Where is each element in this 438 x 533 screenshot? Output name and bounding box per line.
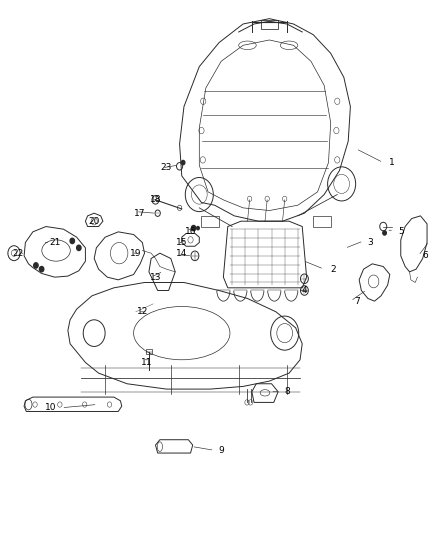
Circle shape (383, 231, 386, 235)
Text: 6: 6 (422, 252, 428, 260)
Text: 3: 3 (367, 238, 373, 247)
Text: 9: 9 (218, 446, 224, 455)
Circle shape (197, 227, 199, 230)
Text: 10: 10 (45, 403, 56, 412)
Text: 4: 4 (302, 286, 307, 295)
Text: 14: 14 (176, 249, 187, 257)
Text: 22: 22 (12, 249, 23, 257)
Text: 11: 11 (141, 358, 152, 367)
Text: 23: 23 (161, 164, 172, 172)
Circle shape (39, 266, 44, 272)
Circle shape (77, 245, 81, 251)
Text: 1: 1 (389, 158, 395, 167)
Text: 20: 20 (88, 217, 100, 225)
Text: 15: 15 (176, 238, 187, 247)
Text: 17: 17 (134, 209, 146, 217)
Text: 19: 19 (130, 249, 141, 257)
Text: 21: 21 (49, 238, 60, 247)
Circle shape (191, 225, 196, 231)
Circle shape (70, 238, 74, 244)
Text: 12: 12 (137, 308, 148, 316)
Text: 18: 18 (150, 196, 161, 204)
Text: 13: 13 (150, 273, 161, 281)
Circle shape (181, 160, 185, 165)
Text: 5: 5 (398, 228, 404, 236)
Text: 8: 8 (284, 387, 290, 396)
Text: 2: 2 (330, 265, 336, 273)
Text: 7: 7 (354, 297, 360, 305)
Circle shape (34, 263, 38, 268)
Text: 16: 16 (185, 228, 196, 236)
